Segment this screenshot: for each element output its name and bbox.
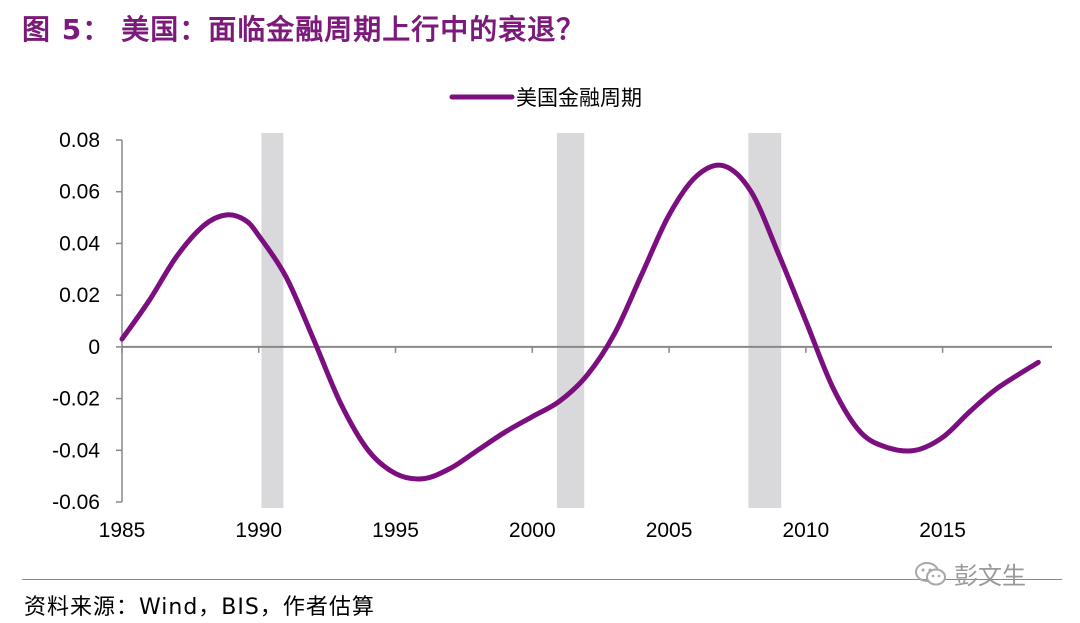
x-tick-label: 1985 (99, 519, 146, 542)
legend-label: 美国金融周期 (516, 86, 642, 110)
recession-band-3 (748, 133, 782, 508)
x-tick-label: 1990 (235, 519, 282, 542)
wechat-icon (915, 561, 946, 585)
x-tick-label: 2000 (509, 519, 556, 542)
y-tick-label: 0.08 (59, 129, 100, 152)
line-chart: 0.08 0.06 0.04 0.02 0 -0.02 -0.04 -0.06 1985 1990… (52, 86, 1052, 542)
chart-axes: 0.08 0.06 0.04 0.02 0 -0.02 -0.04 -0.06 1985 1990… (52, 129, 1052, 542)
x-tick-label: 2005 (646, 519, 693, 542)
y-tick-label: -0.04 (52, 439, 100, 462)
figure-label: 图 5： (22, 13, 112, 46)
recession-bands (261, 133, 782, 508)
series-line-1 (119, 162, 1041, 482)
x-tick-label: 2015 (919, 519, 966, 542)
y-tick-label: 0.06 (59, 181, 100, 204)
recession-band-2 (556, 133, 585, 508)
chart-series (119, 162, 1041, 482)
footer-divider (22, 579, 1062, 580)
y-tick-label: 0 (88, 336, 100, 359)
y-tick-label: -0.06 (52, 491, 100, 514)
figure-title-text: 美国：面临金融周期上行中的衰退？ (121, 13, 586, 46)
watermark: 彭文生 (914, 556, 1026, 591)
y-tick-label: -0.02 (52, 388, 100, 411)
source-note: 资料来源：Wind，BIS，作者估算 (24, 595, 375, 620)
figure-title: 图 5： 美国：面临金融周期上行中的衰退？ (22, 8, 585, 48)
y-tick-label: 0.02 (59, 284, 100, 307)
x-tick-label: 2010 (782, 519, 829, 542)
recession-band-1 (261, 133, 284, 508)
x-tick-label: 1995 (372, 519, 419, 542)
chart-legend: 美国金融周期 (449, 86, 642, 110)
watermark-text: 彭文生 (954, 562, 1026, 590)
y-tick-label: 0.04 (59, 232, 100, 255)
